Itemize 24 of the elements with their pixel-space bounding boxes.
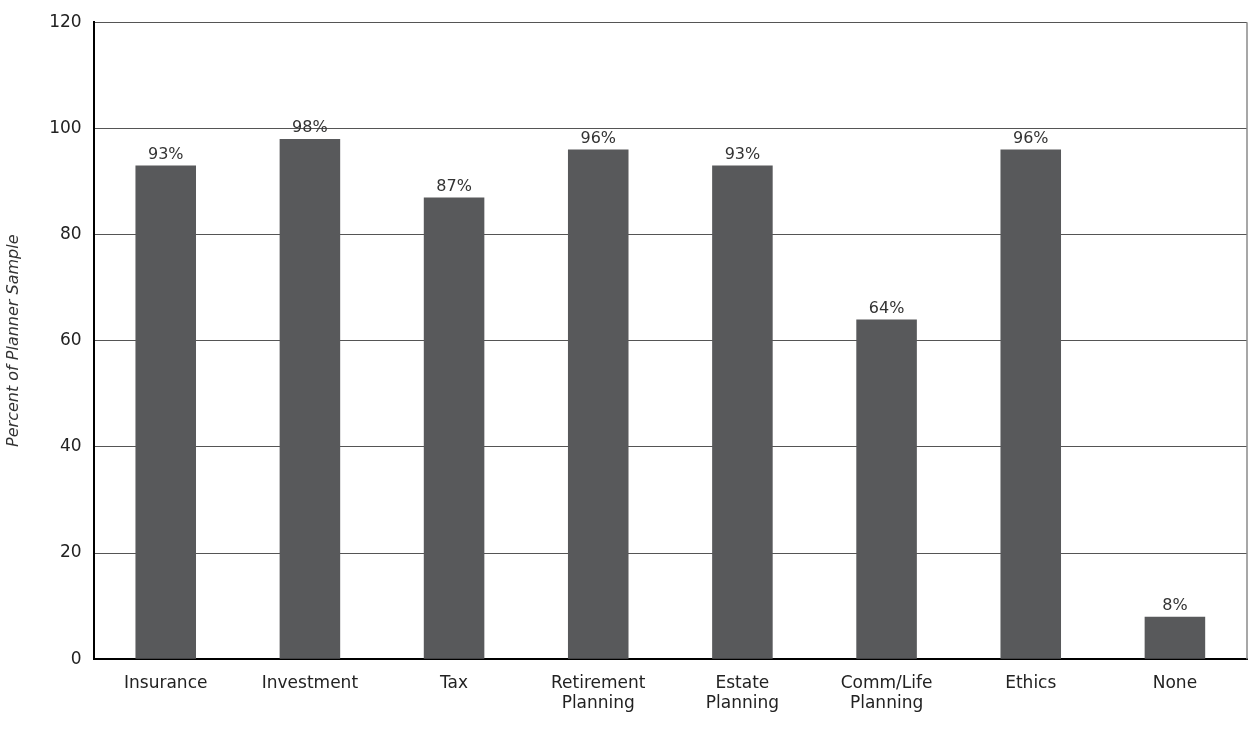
y-tick-label: 120: [49, 10, 82, 31]
x-tick-label: Estate Planning: [705, 671, 780, 713]
data-label: 8%: [1162, 594, 1188, 614]
data-label: 64%: [868, 297, 905, 317]
data-label: 96%: [1012, 127, 1049, 147]
x-tick-label: Investment: [261, 671, 359, 692]
y-tick-label: 20: [60, 541, 82, 562]
x-tick-label: Retirement Planning: [551, 671, 646, 713]
data-label: 96%: [580, 127, 617, 147]
y-tick-label: 80: [60, 222, 82, 243]
y-tick-label: 40: [60, 435, 82, 456]
x-tick-label: Tax: [439, 671, 469, 692]
x-tick-label: Insurance: [124, 671, 208, 692]
y-axis-title: Percent of Planner Sample: [2, 234, 22, 447]
y-tick-label: 0: [70, 647, 82, 668]
data-label: 93%: [724, 143, 761, 163]
y-tick-label: 100: [49, 116, 82, 137]
x-tick-label: Comm/Life Planning: [840, 671, 933, 713]
data-label: 87%: [436, 175, 472, 195]
y-tick-label: 60: [60, 329, 82, 350]
x-tick-label: Ethics: [1005, 671, 1057, 692]
x-tick-label: None: [1152, 671, 1198, 692]
data-label: 93%: [147, 143, 184, 163]
bar: [1144, 616, 1206, 659]
